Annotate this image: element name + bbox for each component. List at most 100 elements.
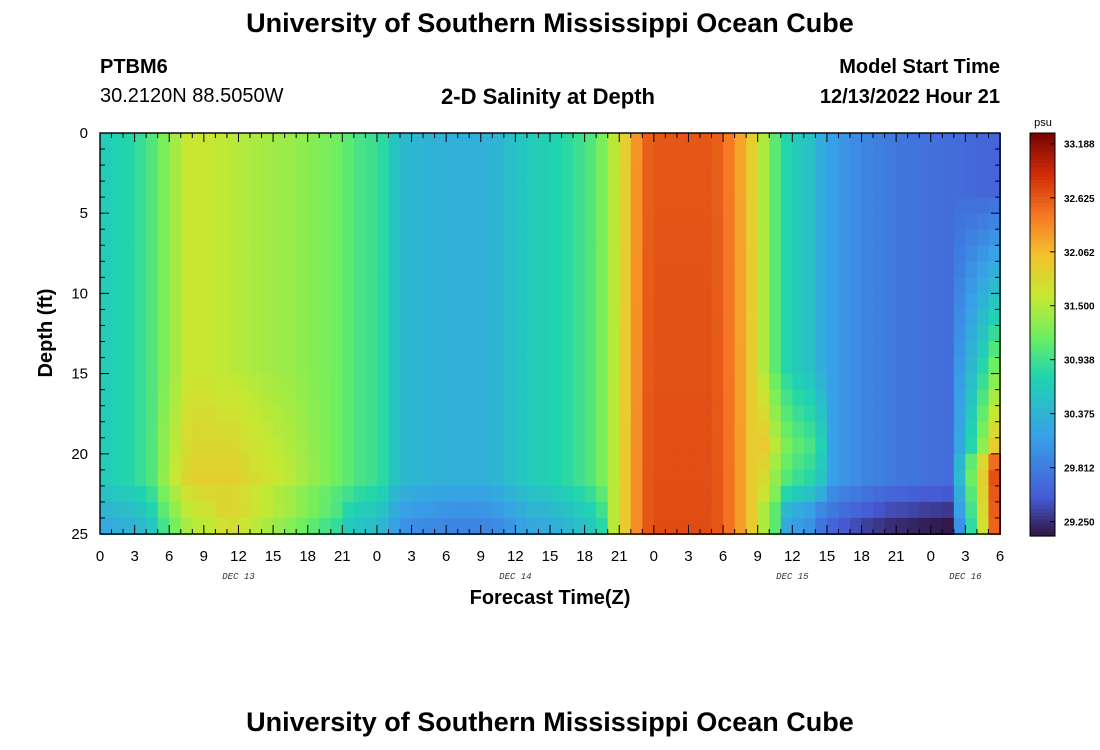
heatmap-cell	[873, 133, 886, 150]
heatmap-cell	[596, 517, 609, 535]
heatmap-cell	[134, 133, 147, 150]
heatmap-cell	[780, 357, 794, 375]
heatmap-cell	[123, 405, 136, 423]
heatmap-cell	[861, 405, 874, 423]
heatmap-cell	[146, 437, 159, 455]
heatmap-cell	[180, 405, 194, 423]
heatmap-cell	[550, 213, 563, 230]
heatmap-cell	[953, 341, 967, 359]
heatmap-cell	[826, 181, 840, 198]
heatmap-cell	[850, 421, 863, 439]
heatmap-cell	[850, 485, 863, 503]
heatmap-cell	[596, 405, 609, 423]
heatmap-cell	[780, 245, 794, 263]
heatmap-cell	[273, 213, 286, 230]
colorbar-swatch	[1030, 277, 1055, 282]
heatmap-cell	[815, 485, 828, 503]
colorbar-ticks: 33.18832.62532.06231.50030.93830.37529.8…	[1050, 140, 1095, 529]
heatmap-cell	[676, 341, 690, 359]
heatmap-cell	[792, 517, 805, 535]
colorbar-swatch	[1030, 287, 1055, 292]
heatmap-cell	[123, 501, 136, 519]
heatmap-cell	[296, 517, 309, 535]
heatmap-cell	[319, 133, 332, 150]
heatmap-cell	[388, 149, 401, 166]
heatmap-cell	[873, 277, 886, 295]
heatmap-cell	[526, 517, 540, 535]
heatmap-cell	[515, 373, 528, 391]
heatmap-cell	[815, 389, 828, 407]
heatmap-cell	[457, 309, 470, 327]
heatmap-cell	[515, 149, 528, 166]
heatmap-cell	[330, 197, 344, 214]
heatmap-cell	[411, 309, 424, 327]
heatmap-cell	[550, 133, 563, 150]
heatmap-cell	[446, 149, 459, 166]
heatmap-cell	[169, 309, 182, 327]
heatmap-cell	[284, 149, 297, 166]
heatmap-cell	[457, 373, 470, 391]
heatmap-cell	[480, 293, 494, 311]
heatmap-cell	[388, 293, 401, 311]
heatmap-cell	[584, 469, 597, 487]
heatmap-cell	[561, 341, 574, 359]
heatmap-cell	[757, 293, 770, 311]
heatmap-cell	[815, 133, 828, 150]
heatmap-cell	[573, 341, 586, 359]
heatmap-cell	[919, 213, 932, 230]
colorbar-swatch	[1030, 149, 1055, 154]
heatmap-cell	[619, 517, 632, 535]
heatmap-cell	[619, 309, 632, 327]
heatmap-cell	[203, 501, 217, 519]
heatmap-cell	[457, 501, 470, 519]
heatmap-cell	[723, 229, 736, 246]
heatmap-cell	[146, 517, 159, 535]
heatmap-cell	[411, 469, 424, 487]
x-tick-label: 6	[442, 548, 450, 565]
heatmap-cell	[653, 517, 667, 535]
heatmap-cell	[469, 421, 482, 439]
heatmap-cell	[930, 373, 944, 391]
heatmap-cell	[838, 437, 851, 455]
heatmap-cell	[261, 517, 274, 535]
heatmap-cell	[388, 469, 401, 487]
heatmap-cell	[665, 405, 678, 423]
heatmap-cell	[307, 469, 320, 487]
heatmap-cell	[896, 341, 909, 359]
x-tick-label: 0	[927, 548, 935, 565]
heatmap-cell	[665, 341, 678, 359]
heatmap-cell	[607, 245, 620, 263]
heatmap-cell	[850, 261, 863, 279]
heatmap-cell	[884, 261, 897, 279]
heatmap-cell	[550, 517, 563, 535]
heatmap-cell	[965, 245, 978, 263]
heatmap-cell	[273, 357, 286, 375]
heatmap-cell	[907, 501, 920, 519]
heatmap-cell	[757, 197, 770, 214]
heatmap-cell	[976, 213, 990, 230]
heatmap-cell	[296, 229, 309, 246]
heatmap-cell	[203, 421, 217, 439]
heatmap-cell	[353, 421, 367, 439]
heatmap-cell	[550, 389, 563, 407]
heatmap-cell	[434, 453, 447, 471]
heatmap-cell	[307, 181, 320, 198]
heatmap-cell	[503, 469, 517, 487]
heatmap-cell	[630, 485, 644, 503]
heatmap-cell	[780, 325, 794, 343]
heatmap-cell	[676, 245, 690, 263]
heatmap-cell	[838, 293, 851, 311]
heatmap-cell	[700, 149, 713, 166]
heatmap-cell	[873, 357, 886, 375]
heatmap-cell	[873, 341, 886, 359]
heatmap-cell	[515, 357, 528, 375]
heatmap-cell	[400, 501, 413, 519]
heatmap-cell	[273, 453, 286, 471]
heatmap-cell	[123, 133, 136, 150]
heatmap-cell	[319, 453, 332, 471]
heatmap-cell	[573, 229, 586, 246]
heatmap-cell	[596, 165, 609, 182]
heatmap-cell	[203, 165, 217, 182]
heatmap-cell	[896, 485, 909, 503]
heatmap-cell	[215, 197, 228, 214]
